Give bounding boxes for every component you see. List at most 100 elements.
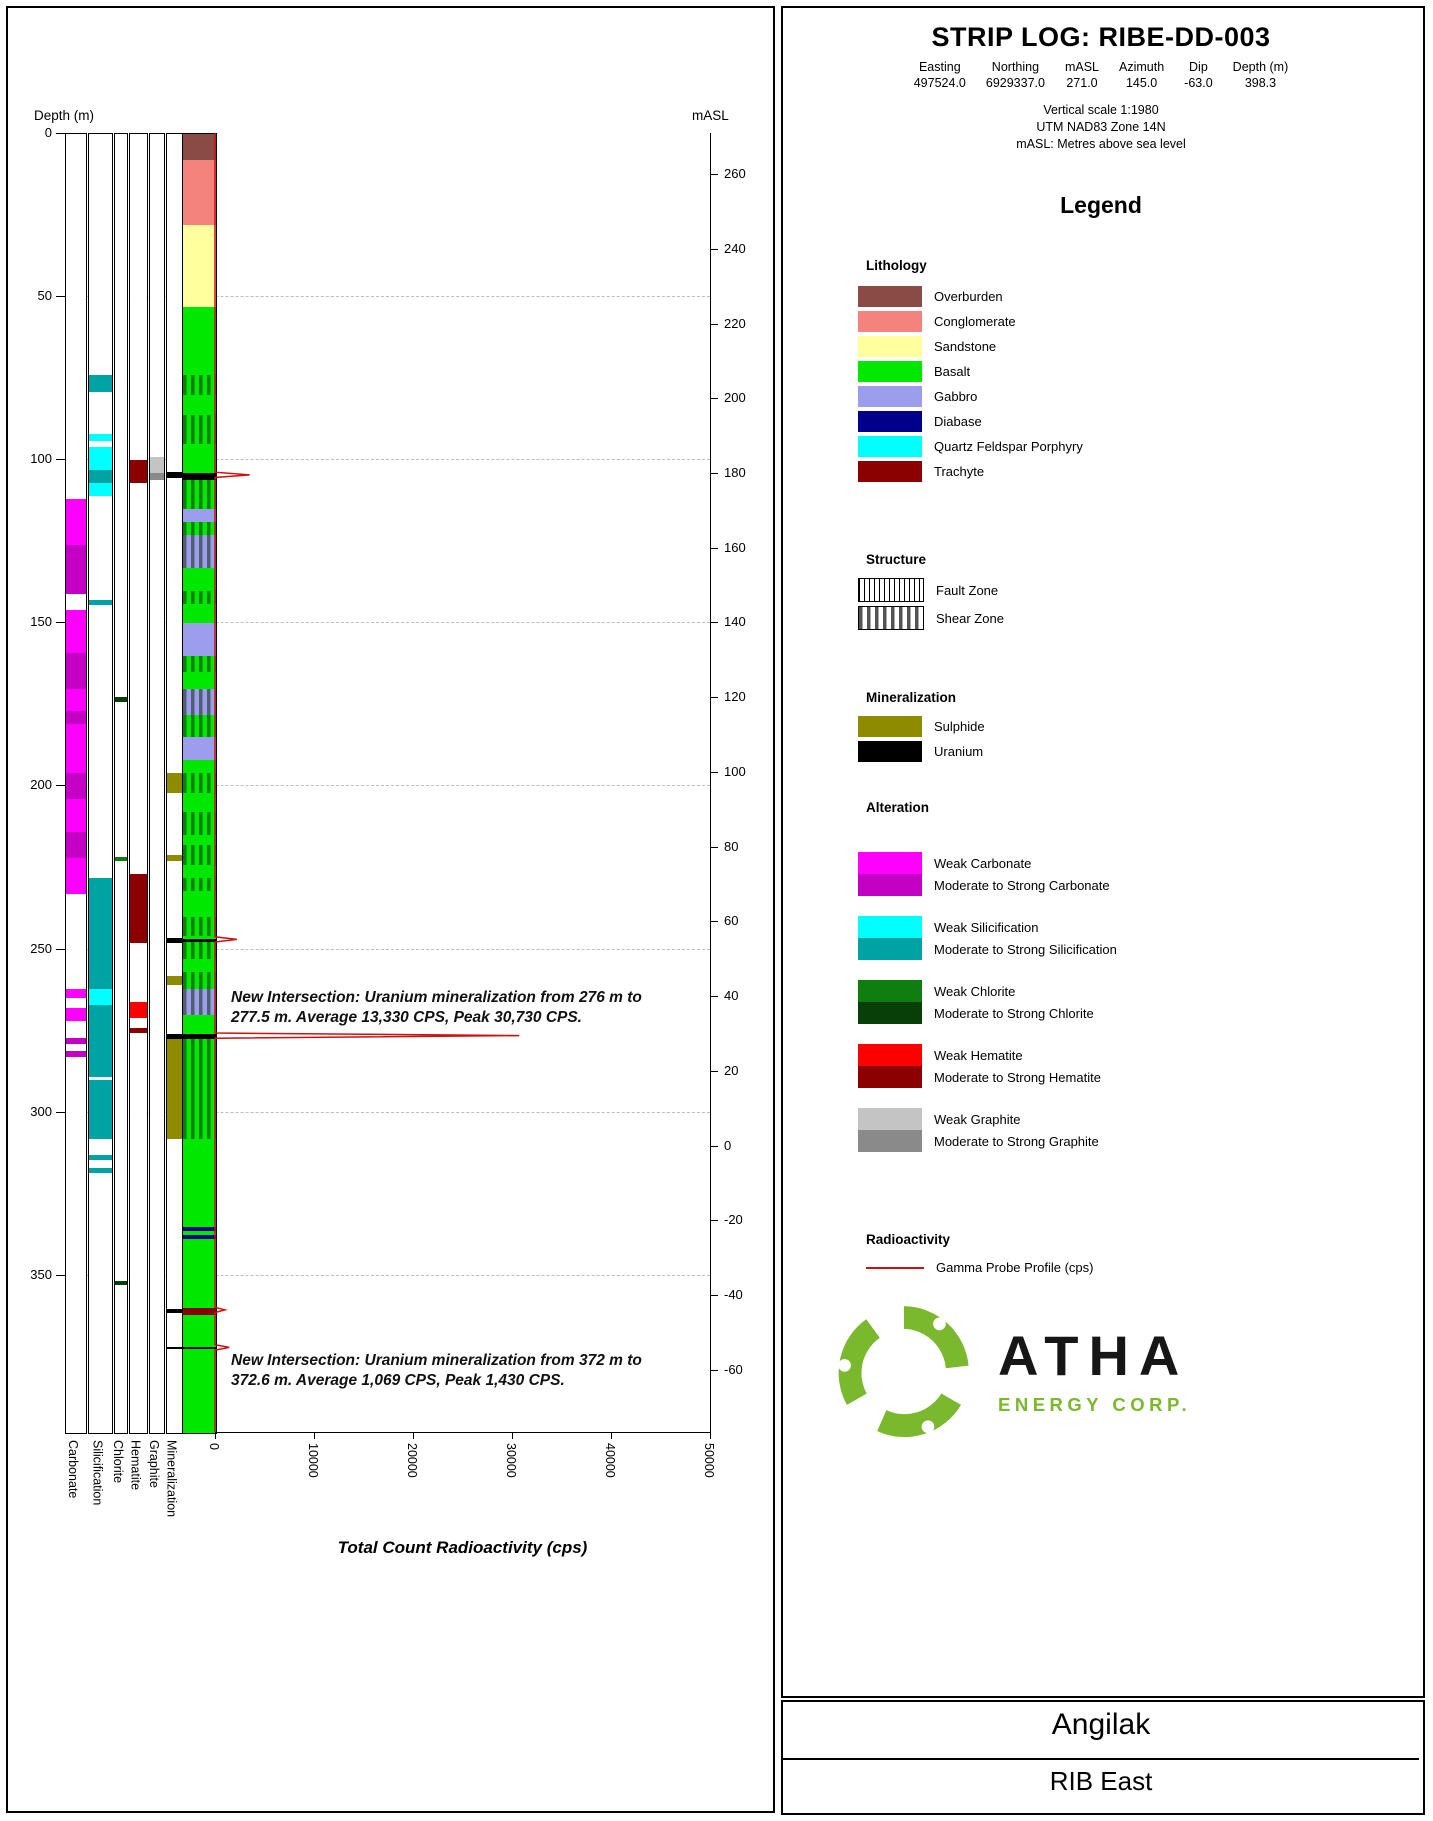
track-silicification [88, 133, 113, 1435]
scale-note: mASL: Metres above sea level [1016, 136, 1186, 151]
legend-item-label: Diabase [934, 414, 982, 429]
depth-tick [56, 622, 65, 624]
alteration-strong-row: Moderate to Strong Carbonate [858, 874, 1117, 896]
lithology-interval-gabbro [183, 623, 216, 656]
legend-item-overburden: Overburden [858, 286, 1083, 307]
strong-swatch [858, 1066, 922, 1088]
collar-header: Azimuth [1119, 60, 1165, 74]
legend-item-label: Overburden [934, 289, 1003, 304]
cps-tick [413, 1432, 414, 1440]
radioactivity-legend-row: Gamma Probe Profile (cps) [866, 1260, 1094, 1275]
trachyte-swatch [858, 461, 922, 482]
lithology-interval-basalt [183, 443, 216, 474]
lithology-interval-basalt [183, 773, 216, 793]
legend-item-sandstone: Sandstone [858, 336, 1083, 357]
masl-tick-label: -60 [724, 1361, 743, 1377]
weak-swatch [858, 980, 922, 1002]
alteration-group-weak-silicification: Weak Silicification Moderate to Strong Si… [858, 916, 1117, 960]
legend-item-label: Moderate to Strong Chlorite [934, 1005, 1094, 1021]
depth-tick-label: 350 [30, 1266, 52, 1282]
legend-item-label: Quartz Feldspar Porphyry [934, 439, 1083, 454]
lithology-interval-gabbro [183, 509, 216, 523]
alteration-weak-row: Weak Silicification [858, 916, 1117, 938]
masl-tick [710, 1145, 718, 1147]
weak-swatch [858, 916, 922, 938]
alteration-heading: Alteration [866, 800, 930, 815]
lithology-interval-basalt [183, 916, 216, 937]
masl-tick-label: 180 [724, 465, 746, 481]
masl-tick-label: -40 [724, 1287, 743, 1303]
legend-item-label: Uranium [934, 744, 984, 759]
depth-tick-label: 150 [30, 614, 52, 630]
legend-item-quartz-feldspar-porphyry: Quartz Feldspar Porphyry [858, 436, 1083, 457]
legend-item-label: Sulphide [934, 719, 985, 734]
alteration-weak-row: Weak Carbonate [858, 852, 1117, 874]
track-interval [66, 652, 86, 689]
lithology-interval-gabbro [183, 737, 216, 761]
legend-item-label: Fault Zone [936, 582, 999, 598]
lithology-interval-basalt [183, 567, 216, 591]
track-interval [66, 711, 86, 725]
track-interval [66, 610, 86, 653]
track-interval [66, 688, 86, 712]
legend-item-sulphide: Sulphide [858, 716, 985, 737]
masl-tick [710, 1070, 718, 1072]
masl-tick-label: 60 [724, 913, 739, 929]
track-interval [115, 696, 127, 702]
collar-header: Depth (m) [1232, 60, 1289, 74]
title-block-frame [781, 1700, 1425, 1815]
track-interval [89, 877, 112, 989]
collar-header: Northing [991, 60, 1040, 74]
alteration-group-weak-hematite: Weak Hematite Moderate to Strong Hematite [858, 1044, 1117, 1088]
track-interval [66, 545, 86, 594]
track-interval [150, 473, 164, 480]
collar-col-dip: Dip -63.0 [1184, 60, 1213, 90]
lithology-interval-basalt [183, 714, 216, 738]
masl-tick-label: 120 [724, 689, 746, 705]
structure-heading: Structure [866, 552, 927, 567]
lithology-interval-diabase [183, 1226, 216, 1231]
alteration-strong-row: Moderate to Strong Silicification [858, 938, 1117, 960]
masl-tick [710, 622, 718, 624]
basalt-swatch [858, 361, 922, 382]
masl-tick [710, 174, 718, 176]
masl-tick [710, 1295, 718, 1297]
masl-axis-line [710, 133, 711, 1433]
track-interval [66, 1008, 86, 1022]
lithology-interval-uranium [183, 473, 216, 480]
collar-col-depth: Depth (m) 398.3 [1233, 60, 1289, 90]
track-interval [89, 483, 112, 497]
cps-tick-label: 10000 [306, 1443, 320, 1479]
legend-item-label: Weak Chlorite [934, 983, 1016, 999]
lithology-interval-basalt [183, 864, 216, 878]
track-interval [89, 375, 112, 392]
lithology-interval-basalt [183, 394, 216, 415]
track-carbonate [65, 133, 87, 1435]
mineralization-heading: Mineralization [866, 690, 957, 705]
alteration-strong-row: Moderate to Strong Chlorite [858, 1002, 1117, 1024]
lithology-interval-basalt [183, 672, 216, 689]
lithology-interval-basalt [183, 890, 216, 917]
cps-tick-label: 50000 [702, 1443, 716, 1479]
lithology-interval-basalt [183, 760, 216, 774]
fault-zone-swatch [858, 578, 924, 602]
masl-tick-label: 260 [724, 166, 746, 182]
track-interval [130, 874, 147, 943]
cps-axis-title: Total Count Radioactivity (cps) [337, 1538, 588, 1557]
masl-tick-label: 160 [724, 539, 746, 555]
masl-tick [710, 921, 718, 923]
lithology-interval-basalt [183, 655, 216, 673]
masl-tick [710, 473, 718, 475]
lithology-interval-basalt [183, 1014, 216, 1035]
collar-col-azimuth: Azimuth 145.0 [1119, 60, 1164, 90]
track-interval [66, 773, 86, 800]
lithology-interval-gabbro [183, 688, 216, 715]
sulphide-swatch [858, 716, 922, 737]
area-name: RIB East [1049, 1766, 1153, 1796]
track-interval [89, 434, 112, 441]
collar-value: 6929337.0 [985, 76, 1045, 90]
track-interval [66, 1037, 86, 1045]
track-interval [89, 469, 112, 484]
strong-swatch [858, 1002, 922, 1024]
